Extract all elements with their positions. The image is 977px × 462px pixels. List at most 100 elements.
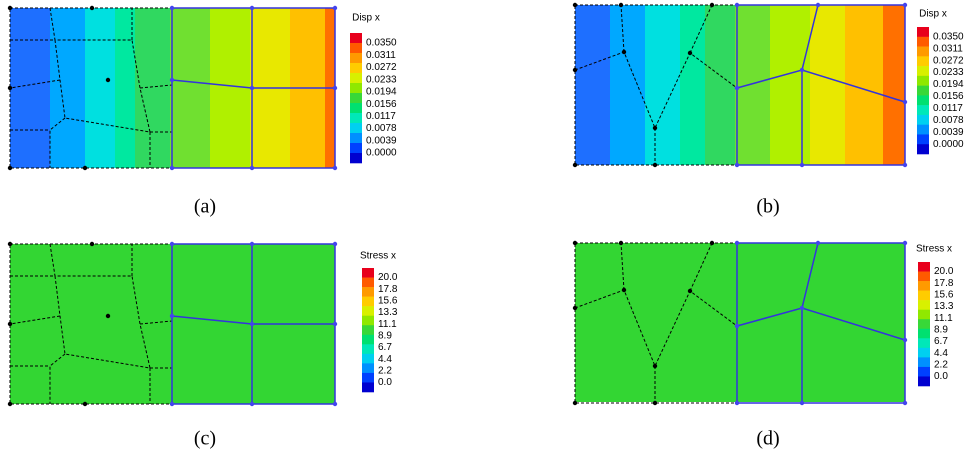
node (799, 305, 805, 311)
legend-label: 2.2 (934, 359, 948, 370)
node (618, 2, 624, 8)
colorbar-band (917, 114, 929, 125)
legend-title: Stress x (360, 251, 396, 262)
node (734, 323, 740, 329)
node (815, 2, 821, 8)
legend-label: 0.0272 (933, 55, 964, 66)
node (799, 67, 805, 73)
mesh-edge (139, 320, 173, 325)
legend-label: 0.0039 (366, 135, 397, 146)
node (249, 5, 255, 11)
node (105, 77, 111, 83)
colorbar-band (350, 103, 362, 114)
colorbar-band (362, 287, 374, 297)
node (652, 400, 658, 406)
colorbar-band (918, 347, 930, 358)
legend-title: Disp x (352, 13, 380, 24)
node (332, 241, 338, 247)
node (902, 240, 908, 246)
colorbar-band (362, 268, 374, 278)
colorbar-band (918, 309, 930, 320)
legend-title: Disp x (919, 9, 947, 20)
legend-label: 0.0000 (933, 139, 964, 150)
legend-label: 17.8 (378, 284, 398, 295)
node (7, 5, 13, 11)
node (249, 165, 255, 171)
mesh-edge (689, 242, 713, 292)
colorbar-band (917, 85, 929, 96)
legend-title: Stress x (916, 244, 952, 255)
panel: Stress x 20.017.815.613.311.18.96.74.42.2… (7, 241, 398, 450)
node (618, 240, 624, 246)
node (7, 321, 13, 327)
legend-label: 20.0 (934, 266, 954, 277)
node (572, 400, 578, 406)
legend-label: 0.0311 (933, 43, 963, 54)
colorbar-band (918, 328, 930, 339)
node (902, 337, 908, 343)
colorbar-band (917, 75, 929, 86)
node (249, 401, 255, 407)
colorbar-band (362, 325, 374, 336)
legend-label: 0.0350 (933, 31, 964, 42)
node (687, 50, 693, 56)
node (799, 400, 805, 406)
colorbar-band (918, 357, 930, 368)
legend-label: 0.0078 (366, 123, 397, 134)
contour-band (115, 8, 136, 168)
mesh-edge (49, 7, 151, 133)
contour-band (610, 5, 646, 165)
node (89, 5, 95, 11)
node (572, 305, 578, 311)
colorbar-band (917, 46, 929, 57)
legend-label: 0.0039 (933, 127, 964, 138)
caption: (b) (756, 196, 779, 218)
node (902, 162, 908, 168)
node (621, 49, 627, 55)
node (332, 85, 338, 91)
node (734, 240, 740, 246)
node (815, 240, 821, 246)
contour-band (883, 5, 906, 165)
node (332, 401, 338, 407)
legend-label: 0.0350 (366, 38, 397, 49)
colorbar-band (917, 144, 929, 155)
mesh-edge (801, 242, 819, 309)
colorbar-band (350, 153, 362, 164)
legend-label: 6.7 (934, 336, 948, 347)
mesh-edge (574, 289, 738, 368)
legend-label: 11.1 (934, 313, 953, 324)
node (902, 2, 908, 8)
colorbar-band (362, 334, 374, 345)
node (572, 240, 578, 246)
node (105, 313, 111, 319)
node (7, 85, 13, 91)
node (332, 321, 338, 327)
node (169, 5, 175, 11)
legend-label: 0.0156 (933, 91, 964, 102)
contour-band (680, 5, 706, 165)
colorbar-band (918, 300, 930, 310)
colorbar-band (917, 124, 929, 135)
legend-label: 0.0194 (366, 87, 397, 98)
node (734, 2, 740, 8)
legend-label: 8.9 (934, 324, 948, 335)
node (621, 287, 627, 293)
colorbar-band (362, 363, 374, 374)
mesh-edge (689, 4, 713, 54)
mesh-edge (574, 51, 738, 130)
colorbar-band (362, 382, 374, 393)
colorbar-band (350, 33, 362, 44)
legend-label: 15.6 (934, 289, 954, 300)
node (249, 321, 255, 327)
node (902, 99, 908, 105)
legend-label: 0.0 (934, 371, 948, 382)
node (7, 165, 13, 171)
contour-band (810, 5, 846, 165)
legend-label: 4.4 (378, 354, 392, 365)
node (709, 240, 715, 246)
legend-label: 0.0272 (366, 62, 397, 73)
caption: (d) (756, 428, 779, 450)
node (734, 85, 740, 91)
